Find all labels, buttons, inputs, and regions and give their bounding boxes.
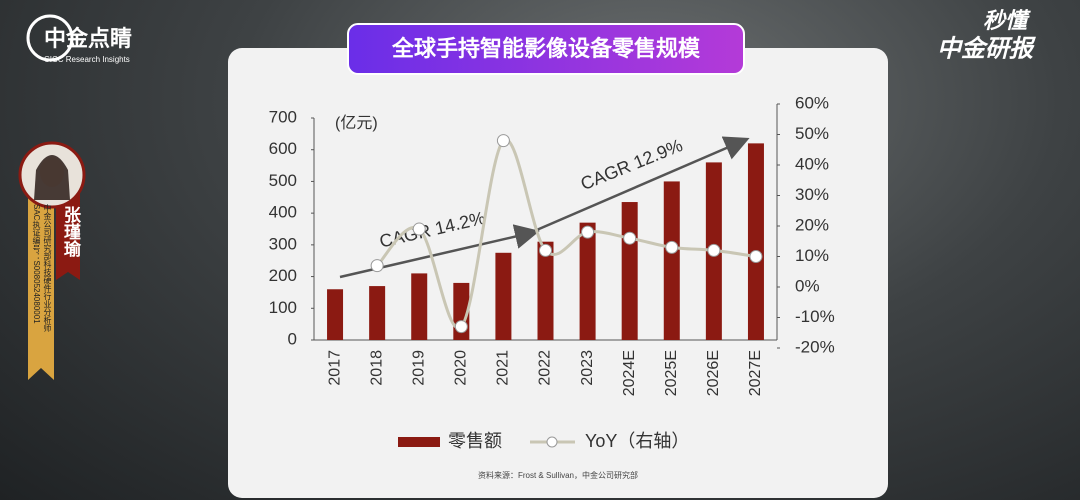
presenter-name: 张瑾瑜 [61, 206, 80, 257]
bar [327, 289, 344, 340]
y2-tick-label: 0% [795, 276, 820, 295]
logo-ring [26, 14, 74, 62]
x-tick-label: 2018 [368, 350, 385, 386]
y2-tick-label: 10% [795, 246, 829, 265]
x-tick-label: 2024E [621, 350, 638, 396]
yoy-point [749, 250, 763, 263]
legend-label: YoY（右轴） [585, 431, 689, 451]
legend-label: 零售额 [448, 431, 502, 451]
x-tick-label: 2026E [705, 350, 722, 396]
legend-swatch [398, 437, 440, 447]
yoy-point [707, 243, 721, 257]
bar [663, 181, 680, 340]
x-tick-label: 2021 [495, 350, 512, 386]
x-tick-label: 2023 [579, 350, 596, 386]
y2-tick-label: -10% [795, 307, 835, 326]
y2-tick-label: -20% [795, 337, 835, 356]
x-tick-label: 2019 [410, 350, 427, 386]
yoy-point [496, 134, 510, 148]
yoy-point [412, 222, 426, 236]
presenter-license: SAC执证编号：S0080524080001 [32, 204, 41, 324]
title-pill [347, 23, 745, 75]
yoy-point [539, 243, 552, 257]
y-tick-label: 300 [269, 234, 297, 253]
x-tick-label: 2022 [537, 350, 554, 386]
presenter-role: 中金公司研究部科技硬件行业分析师 [43, 204, 52, 332]
y-tick-label: 200 [269, 266, 297, 285]
corner-bottom: 中金研报 [937, 35, 1036, 62]
yoy-point [623, 231, 637, 245]
corner-top: 秒懂 [983, 8, 1031, 33]
avatar-hair [34, 155, 70, 200]
y-tick-label: 400 [269, 203, 297, 222]
y2-tick-label: 60% [795, 93, 829, 112]
yoy-point [454, 320, 468, 334]
brand-subname: CICC Research Insights [44, 55, 130, 64]
y-tick-label: 0 [288, 329, 297, 348]
y-tick-label: 500 [269, 171, 297, 190]
yoy-point [665, 240, 679, 254]
bar [537, 241, 554, 340]
arrow [531, 136, 750, 234]
x-tick-label: 2025E [663, 350, 680, 396]
bar [579, 222, 596, 340]
bar [495, 252, 512, 340]
legend-swatch [546, 436, 558, 448]
x-tick-label: 2017 [326, 350, 343, 386]
y2-tick-label: 20% [795, 215, 829, 234]
y-tick-label: 600 [269, 139, 297, 158]
brand-name: 中金点睛 [44, 26, 132, 51]
y2-tick-label: 50% [795, 124, 829, 143]
bar [747, 143, 764, 340]
bar [411, 273, 428, 340]
bar [369, 286, 386, 340]
y2-tick-label: 40% [795, 154, 829, 173]
x-tick-label: 2020 [453, 350, 470, 386]
y-tick-label: 100 [269, 298, 297, 317]
source: 资料来源：Frost & Sullivan，中金公司研究部 [478, 470, 638, 480]
panel [228, 48, 888, 498]
chart-title: 全球手持智能影像设备零售规模 [391, 36, 701, 61]
x-tick-label: 2027E [747, 350, 764, 396]
y2-tick-label: 30% [795, 185, 829, 204]
y-unit: (亿元) [335, 114, 378, 132]
yoy-point [581, 225, 595, 239]
y-tick-label: 700 [269, 107, 297, 126]
yoy-point [370, 259, 384, 273]
ribbon [56, 190, 80, 280]
ribbon [28, 170, 54, 380]
bar [621, 202, 638, 340]
